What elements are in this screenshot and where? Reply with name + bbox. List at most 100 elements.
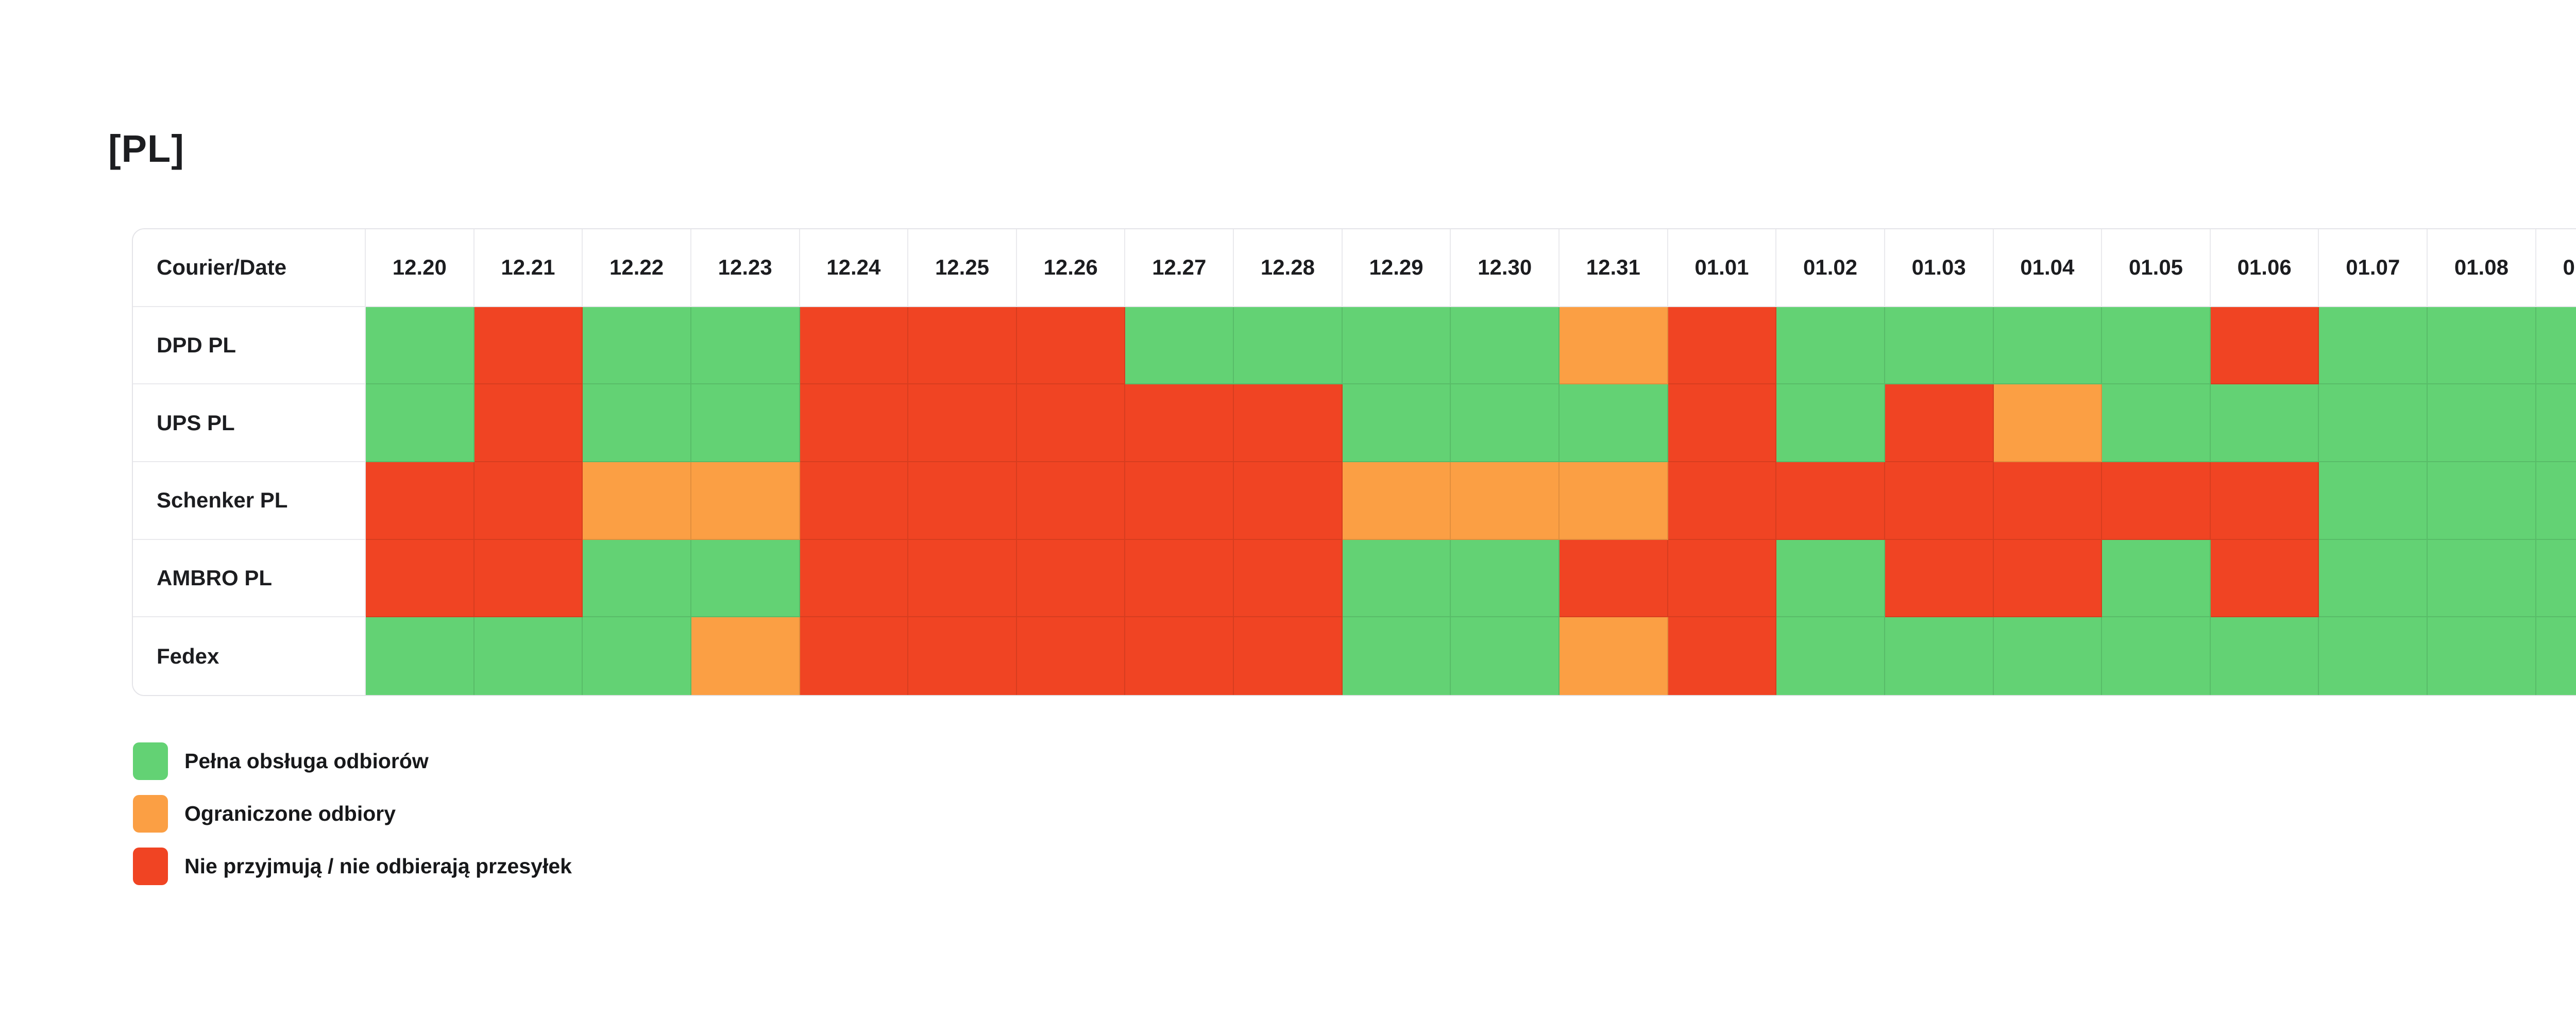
courier-row-label: Schenker PL — [133, 462, 366, 540]
status-cell — [2319, 462, 2428, 540]
status-cell — [583, 617, 691, 695]
date-column-header: 12.29 — [1342, 229, 1451, 307]
status-cell — [1342, 539, 1451, 618]
legend-item: Pełna obsługa odbiorów — [133, 742, 572, 780]
status-cell — [1668, 307, 1777, 385]
courier-row-label: DPD PL — [133, 307, 366, 385]
status-cell — [1451, 617, 1560, 695]
courier-availability-table: Courier/Date 12.20 12.21 12.22 12.23 12.24 12.… — [132, 228, 2576, 696]
date-column-header: 12.28 — [1234, 229, 1343, 307]
status-cell — [1342, 307, 1451, 385]
status-cell — [800, 384, 909, 462]
status-cell — [366, 462, 474, 540]
status-legend: Pełna obsługa odbiorów Ograniczone odbior… — [133, 742, 572, 900]
status-cell — [474, 384, 583, 462]
date-column-header: 12.31 — [1560, 229, 1668, 307]
date-column-header: 01.04 — [1993, 229, 2103, 307]
status-cell — [2428, 384, 2536, 462]
date-column-header: 01.02 — [1776, 229, 1885, 307]
status-cell — [800, 462, 909, 540]
legend-label: Pełna obsługa odbiorów — [184, 749, 429, 773]
status-cell — [2210, 307, 2319, 385]
date-column-header: 12.27 — [1125, 229, 1234, 307]
legend-label: Ograniczone odbiory — [184, 802, 396, 825]
status-cell — [1451, 384, 1560, 462]
corner-header: Courier/Date — [133, 229, 366, 307]
legend-label: Nie przyjmują / nie odbierają przesyłek — [184, 854, 572, 878]
status-cell — [1234, 384, 1343, 462]
status-cell — [2536, 384, 2576, 462]
status-cell — [1885, 307, 1994, 385]
status-cell — [691, 307, 800, 385]
status-cell — [800, 307, 909, 385]
status-cell — [1668, 539, 1777, 618]
date-column-header: 12.22 — [583, 229, 691, 307]
status-cell — [1342, 617, 1451, 695]
status-cell — [1342, 384, 1451, 462]
status-cell — [2210, 539, 2319, 618]
status-cell — [1451, 539, 1560, 618]
status-cell — [474, 307, 583, 385]
date-column-header: 01.05 — [2102, 229, 2211, 307]
legend-swatch-full — [133, 742, 168, 780]
status-cell — [2428, 307, 2536, 385]
courier-row-label: UPS PL — [133, 384, 366, 462]
status-cell — [1885, 384, 1994, 462]
status-cell — [583, 462, 691, 540]
status-cell — [1234, 462, 1343, 540]
status-cell — [691, 462, 800, 540]
status-cell — [1560, 384, 1668, 462]
status-cell — [1016, 462, 1126, 540]
status-cell — [908, 617, 1017, 695]
status-cell — [2319, 539, 2428, 618]
status-cell — [908, 307, 1017, 385]
legend-item: Nie przyjmują / nie odbierają przesyłek — [133, 848, 572, 885]
status-cell — [1125, 462, 1234, 540]
status-cell — [474, 539, 583, 618]
status-cell — [2536, 539, 2576, 618]
status-cell — [1776, 307, 1885, 385]
status-cell — [2102, 307, 2211, 385]
date-column-header: 12.21 — [474, 229, 583, 307]
date-column-header: 01.06 — [2210, 229, 2319, 307]
status-cell — [1016, 307, 1126, 385]
status-cell — [1125, 617, 1234, 695]
status-cell — [1668, 384, 1777, 462]
status-cell — [2428, 462, 2536, 540]
status-cell — [2210, 384, 2319, 462]
status-cell — [1560, 539, 1668, 618]
legend-swatch-none — [133, 848, 168, 885]
legend-item: Ograniczone odbiory — [133, 795, 572, 833]
date-column-header: 01.01 — [1668, 229, 1777, 307]
date-column-header: 01.07 — [2319, 229, 2428, 307]
page-title: [PL] — [108, 127, 184, 170]
status-cell — [474, 462, 583, 540]
status-cell — [2210, 617, 2319, 695]
status-cell — [1016, 539, 1126, 618]
date-column-header: 01.09 — [2536, 229, 2576, 307]
status-cell — [1234, 539, 1343, 618]
status-cell — [1125, 307, 1234, 385]
status-cell — [583, 384, 691, 462]
status-cell — [1776, 617, 1885, 695]
status-cell — [2428, 617, 2536, 695]
status-cell — [1993, 617, 2103, 695]
status-cell — [583, 307, 691, 385]
date-column-header: 12.20 — [366, 229, 474, 307]
date-column-header: 12.26 — [1016, 229, 1126, 307]
status-cell — [1125, 539, 1234, 618]
status-cell — [1993, 539, 2103, 618]
status-cell — [366, 307, 474, 385]
status-cell — [691, 384, 800, 462]
status-cell — [1993, 384, 2103, 462]
status-cell — [1560, 307, 1668, 385]
status-cell — [1451, 307, 1560, 385]
status-cell — [1885, 617, 1994, 695]
status-cell — [1560, 462, 1668, 540]
status-cell — [691, 617, 800, 695]
status-cell — [2536, 307, 2576, 385]
date-column-header: 01.08 — [2428, 229, 2536, 307]
status-cell — [1560, 617, 1668, 695]
status-cell — [1776, 384, 1885, 462]
